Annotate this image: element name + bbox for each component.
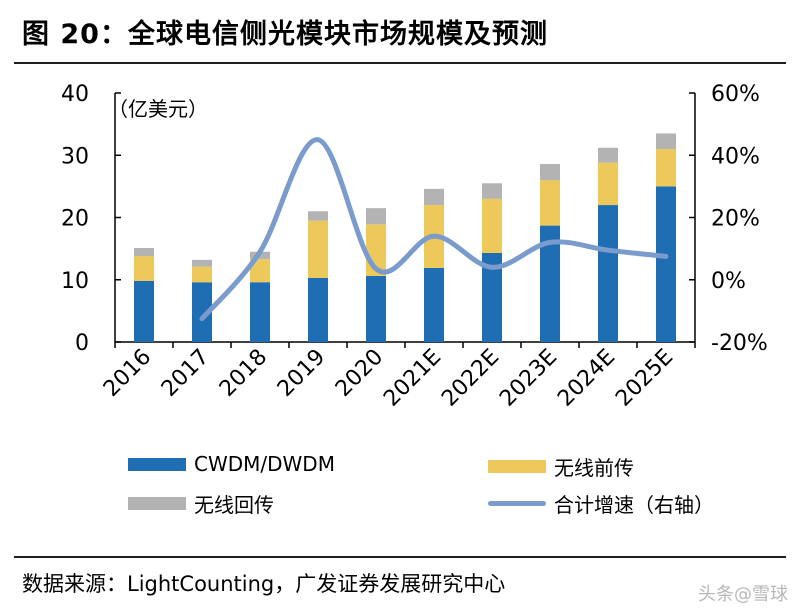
bar-cwdm bbox=[308, 277, 328, 342]
bar-backhaul bbox=[192, 259, 212, 267]
x-tick-label: 2016 bbox=[99, 345, 156, 402]
bar-backhaul bbox=[656, 133, 676, 150]
y-tick-label-left: 40 bbox=[61, 82, 89, 107]
chart-growth-line bbox=[199, 137, 669, 322]
source-note: 数据来源：LightCounting，广发证券发展研究中心 bbox=[22, 572, 506, 596]
bar-cwdm bbox=[366, 276, 386, 342]
y-tick-label-right: 20% bbox=[711, 207, 760, 232]
bar-cwdm bbox=[656, 186, 676, 342]
bar-fronthaul bbox=[598, 162, 618, 206]
y-tick-label-left: 30 bbox=[61, 144, 89, 169]
chart-title: 图 20：全球电信侧光模块市场规模及预测 bbox=[22, 19, 548, 50]
x-tick-label: 2024E bbox=[553, 345, 620, 412]
bar-fronthaul bbox=[134, 256, 154, 281]
bar-cwdm bbox=[482, 252, 502, 342]
x-tick-label: 2025E bbox=[611, 345, 678, 412]
bar-cwdm bbox=[424, 267, 444, 342]
bar-fronthaul bbox=[250, 259, 270, 283]
bar-fronthaul bbox=[540, 180, 560, 226]
y-axis-label: （亿美元） bbox=[108, 97, 208, 121]
bar-cwdm bbox=[598, 205, 618, 342]
bar-backhaul bbox=[424, 188, 444, 206]
title-divider bbox=[14, 62, 786, 64]
x-tick-label: 2017 bbox=[157, 345, 214, 402]
bar-cwdm bbox=[250, 282, 270, 342]
watermark: 头条@雪球 bbox=[698, 584, 788, 605]
y-tick-label-left: 20 bbox=[61, 207, 89, 232]
bar-fronthaul bbox=[192, 266, 212, 283]
bar-backhaul bbox=[598, 147, 618, 163]
footer-divider bbox=[14, 556, 786, 558]
x-tick-label: 2018 bbox=[215, 345, 272, 402]
bar-fronthaul bbox=[308, 220, 328, 278]
y-tick-label-right: 40% bbox=[711, 144, 760, 169]
y-tick-label-left: 0 bbox=[75, 331, 89, 356]
bar-cwdm bbox=[134, 280, 154, 342]
bar-backhaul bbox=[540, 163, 560, 181]
bar-fronthaul bbox=[482, 198, 502, 253]
bar-backhaul bbox=[482, 183, 502, 199]
bar-cwdm bbox=[192, 282, 212, 342]
y-tick-label-right: 60% bbox=[711, 82, 760, 107]
y-tick-label-right: -20% bbox=[711, 331, 768, 356]
bar-cwdm bbox=[540, 225, 560, 342]
x-tick-label: 2019 bbox=[273, 345, 330, 402]
y-tick-label-left: 10 bbox=[61, 269, 89, 294]
x-tick-label: 2022E bbox=[437, 345, 504, 412]
bar-backhaul bbox=[134, 248, 154, 257]
bar-backhaul bbox=[366, 208, 386, 225]
growth-line-path bbox=[199, 137, 669, 322]
bar-backhaul bbox=[308, 211, 328, 221]
bar-fronthaul bbox=[656, 149, 676, 187]
x-tick-label: 2021E bbox=[379, 345, 446, 412]
x-tick-label: 2023E bbox=[495, 345, 562, 412]
chart-bars bbox=[134, 133, 676, 342]
y-tick-label-right: 0% bbox=[711, 269, 746, 294]
